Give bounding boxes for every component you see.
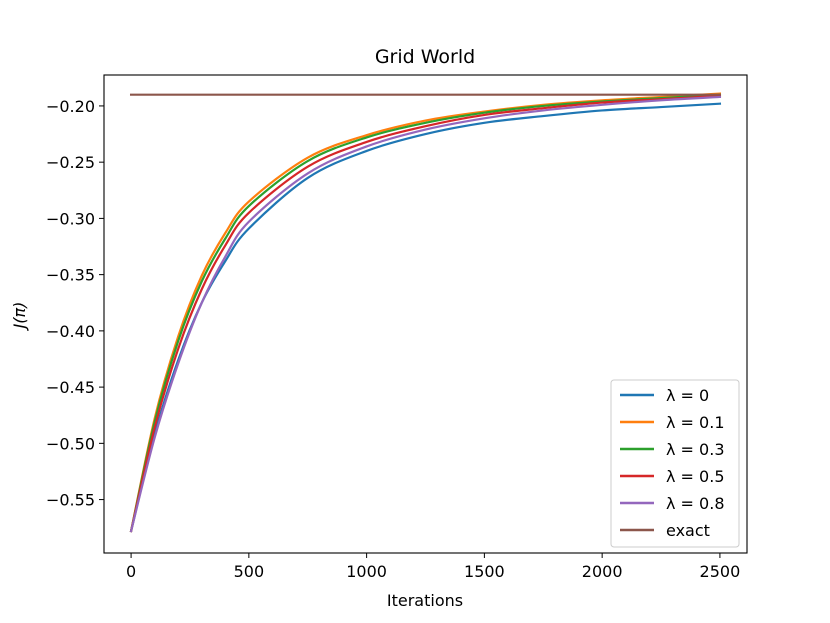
legend-label: λ = 0.1 [666, 413, 725, 432]
y-tick-label: −0.20 [46, 97, 95, 116]
y-tick-label: −0.40 [46, 322, 95, 341]
x-tick-label: 0 [126, 562, 136, 581]
x-tick-label: 2000 [582, 562, 623, 581]
series-layer [129, 92, 722, 533]
y-tick-label: −0.45 [46, 378, 95, 397]
x-tick-label: 2500 [700, 562, 741, 581]
legend-label: λ = 0 [666, 386, 709, 405]
y-tick-label: −0.50 [46, 434, 95, 453]
y-tick-label: −0.25 [46, 153, 95, 172]
x-tick-label: 1000 [346, 562, 387, 581]
x-axis-label: Iterations [387, 591, 463, 610]
y-axis-ticks: −0.55 −0.50 −0.45 −0.40 −0.35 −0.30 −0.25 −0.20 [46, 97, 104, 510]
y-axis-label: J(π) [10, 302, 29, 332]
legend-label: λ = 0.5 [666, 467, 725, 486]
chart-title: Grid World [375, 46, 475, 68]
x-axis-ticks: 0 500 1000 1500 2000 2500 [126, 553, 740, 581]
series-line-3 [129, 94, 722, 533]
plot-frame [103, 74, 748, 554]
legend: λ = 0 λ = 0.1 λ = 0.3 λ = 0.5 λ = 0.8 exact [610, 379, 740, 548]
legend-label: λ = 0.3 [666, 440, 725, 459]
series-line-0 [129, 102, 722, 533]
x-tick-label: 1500 [464, 562, 505, 581]
legend-label: λ = 0.8 [666, 494, 725, 513]
x-tick-label: 500 [234, 562, 265, 581]
series-line-4 [129, 95, 722, 533]
legend-label: exact [666, 521, 710, 540]
y-tick-label: −0.30 [46, 209, 95, 228]
series-line-1 [129, 92, 722, 533]
y-tick-label: −0.55 [46, 491, 95, 510]
y-tick-label: −0.35 [46, 266, 95, 285]
series-line-2 [129, 93, 722, 533]
